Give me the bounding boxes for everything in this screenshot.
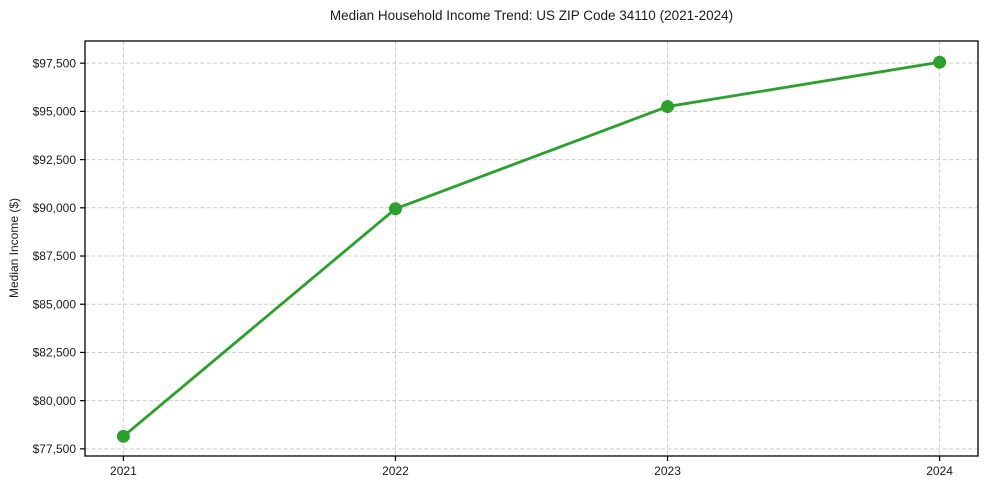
- data-point-marker: [116, 429, 130, 443]
- x-tick-label: 2023: [654, 464, 681, 478]
- x-tick-label: 2024: [926, 464, 953, 478]
- y-tick-label: $97,500: [33, 56, 77, 70]
- x-tick-label: 2022: [382, 464, 409, 478]
- y-tick-label: $90,000: [33, 201, 77, 215]
- trend-line: [121, 60, 942, 438]
- data-point-marker: [933, 55, 947, 69]
- y-tick-label: $95,000: [33, 105, 77, 119]
- data-point-marker: [661, 100, 675, 114]
- y-tick-label: $82,500: [33, 346, 77, 360]
- plot-border: [84, 40, 979, 457]
- y-tick-label: $85,000: [33, 297, 77, 311]
- data-point-marker: [388, 202, 402, 216]
- x-tick-label: 2021: [110, 464, 137, 478]
- y-tick-label: $80,000: [33, 394, 77, 408]
- y-tick-label: $77,500: [33, 442, 77, 456]
- y-tick-label: $92,500: [33, 153, 77, 167]
- y-tick-label: $87,500: [33, 249, 77, 263]
- chart-title: Median Household Income Trend: US ZIP Co…: [329, 8, 734, 23]
